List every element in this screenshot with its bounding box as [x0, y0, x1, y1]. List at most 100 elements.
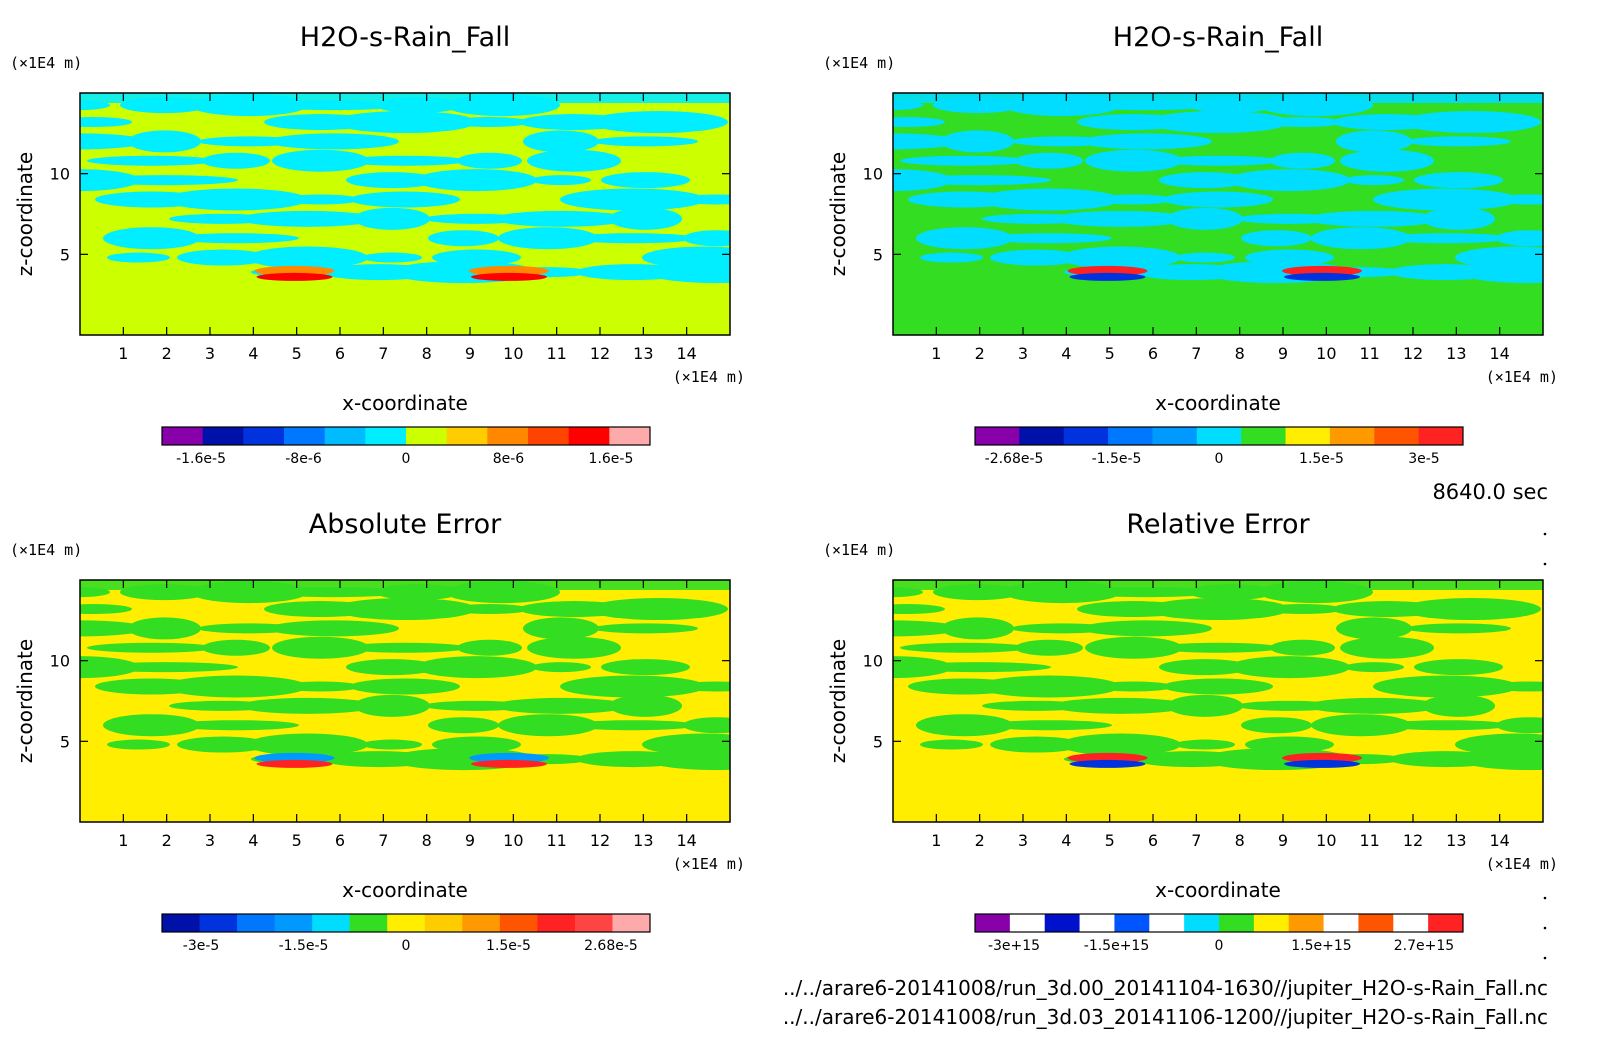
colorbar-frame: [161, 426, 651, 446]
colorbar: -3e-5 -1.5e-5 0 1.5e-5 2.68e-5: [161, 913, 651, 954]
x-unit-label: (×1E4 m): [673, 368, 745, 386]
colorbar-tick-label: 0: [1215, 938, 1224, 954]
colorbar-swatch: [612, 914, 651, 932]
band-blob: [449, 604, 530, 615]
colorbar-swatch: [1418, 427, 1464, 445]
colorbar-swatch: [1152, 427, 1198, 445]
colorbar-swatch: [487, 427, 529, 445]
colorbar: -3e+15 -1.5e+15 0 1.5e+15 2.7e+15: [974, 913, 1464, 954]
band-blob: [334, 598, 476, 621]
band-blob: [1373, 188, 1518, 211]
band-blob: [342, 642, 468, 653]
band-blob: [1270, 152, 1335, 169]
colorbar-swatch: [446, 427, 488, 445]
x-tick-label: 12: [1403, 831, 1423, 850]
colorbar-swatch: [199, 914, 238, 932]
band-blob: [346, 659, 438, 676]
colorbar-swatch: [1288, 914, 1325, 932]
band-blob: [1336, 617, 1412, 640]
band-blob: [1147, 598, 1289, 621]
band-blob: [494, 210, 628, 227]
x-unit-label: (×1E4 m): [1486, 855, 1558, 873]
colorbar-frame: [974, 426, 1464, 446]
plot-frame: [79, 579, 731, 823]
x-tick-label: 5: [1105, 344, 1115, 363]
band-blob: [1340, 636, 1434, 659]
x-tick-label: 10: [503, 831, 523, 850]
y-tick-label: 5: [60, 245, 70, 264]
x-tick-label: 9: [465, 831, 475, 850]
band-blob: [1373, 675, 1518, 698]
x-tick-label: 3: [1018, 831, 1028, 850]
colorbar-swatch: [274, 914, 313, 932]
band-blob: [1159, 659, 1251, 676]
x-tick-label: 11: [1359, 831, 1379, 850]
band-blob: [1085, 149, 1182, 172]
band-blob: [646, 748, 730, 771]
colorbar-swatch: [1184, 914, 1220, 932]
band-blob: [91, 662, 238, 673]
colorbar-tick-label: -2.68e-5: [985, 451, 1044, 467]
colorbar-tick-label: 3e-5: [1408, 451, 1439, 467]
band-blob: [1344, 175, 1404, 186]
band-blob: [103, 714, 200, 737]
band-blob: [1414, 659, 1503, 676]
band-blob: [354, 694, 430, 717]
x-tick-label: 11: [546, 831, 566, 850]
y-tick-label: 10: [863, 165, 883, 184]
band-blob: [362, 252, 422, 263]
band-blob: [1262, 117, 1343, 128]
feature-lower: [471, 759, 547, 768]
band-blob: [1241, 230, 1312, 247]
colorbar-tick-label: 0: [402, 451, 411, 467]
band-blob: [1344, 662, 1404, 673]
colorbar-swatch: [1108, 427, 1153, 445]
band-blob: [1060, 246, 1181, 269]
colorbar-swatch: [162, 914, 201, 932]
band-blob: [1488, 194, 1543, 205]
band-blob: [350, 678, 460, 695]
colorbar-swatch: [1253, 914, 1290, 932]
colorbar-swatch: [1009, 914, 1046, 932]
colorbar-swatch: [609, 427, 651, 445]
band-blob: [128, 130, 201, 153]
colorbar-swatch: [537, 914, 576, 932]
band-blob: [80, 133, 147, 150]
band-blob: [1175, 739, 1235, 750]
band-blob: [990, 736, 1082, 753]
band-blob: [560, 675, 705, 698]
feature-upper: [469, 265, 549, 276]
band-blob: [128, 617, 201, 640]
colorbar-swatch: [1241, 427, 1287, 445]
colorbar-tick-label: -3e-5: [183, 938, 220, 954]
band-blob: [1229, 656, 1350, 679]
band-blob: [523, 130, 599, 153]
y-tick-label: 10: [863, 652, 883, 671]
colorbar-tick-label: -1.5e-5: [279, 938, 329, 954]
colorbar-swatch: [284, 427, 326, 445]
x-tick-label: 7: [1191, 344, 1201, 363]
feature-upper: [254, 752, 335, 763]
plot-frame: [892, 92, 1544, 336]
colorbar-tick-label: 0: [1215, 451, 1224, 467]
band-blob: [247, 733, 368, 756]
band-blob: [80, 620, 147, 637]
x-tick-label: 10: [1316, 831, 1336, 850]
band-blob: [1081, 133, 1212, 150]
band-blob: [589, 111, 728, 134]
band-blob: [527, 149, 621, 172]
band-blob: [354, 207, 430, 230]
colorbar-swatch: [1063, 427, 1109, 445]
band-blob: [80, 604, 132, 615]
x-tick-label: 6: [335, 831, 345, 850]
x-tick-label: 4: [1061, 344, 1071, 363]
band-blob: [457, 152, 522, 169]
band-blob: [609, 694, 682, 717]
panel-4: Relative Error(×1E4 m)1 2 3 4 5 6 7 8 9 10 11 12 13 1…: [823, 509, 1558, 954]
band-blob: [1402, 598, 1541, 621]
band-blob: [916, 714, 1013, 737]
band-blob: [1459, 748, 1543, 771]
band-blob: [978, 188, 1120, 211]
band-blob: [416, 656, 537, 679]
